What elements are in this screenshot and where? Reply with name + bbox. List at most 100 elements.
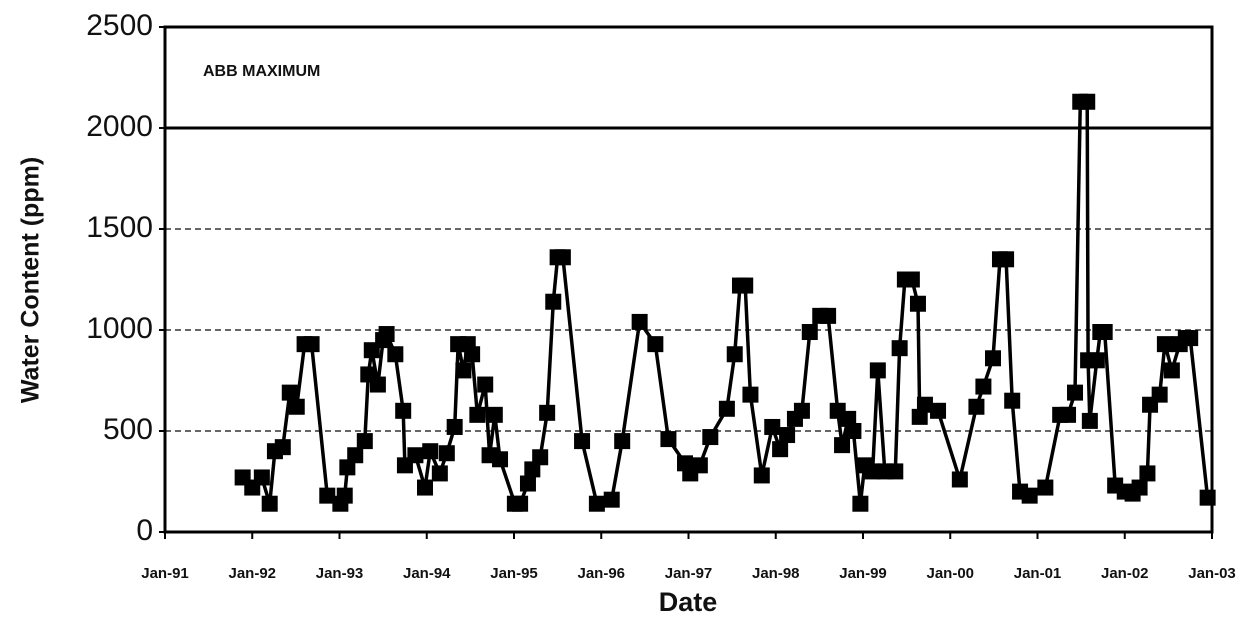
marker [887,463,904,480]
marker [469,406,486,423]
x-tick-label: Jan-95 [490,565,538,582]
y-axis-label: Water Content (ppm) [17,157,45,403]
y-tick-label: 2500 [86,9,153,42]
marker [261,495,278,512]
marker [1182,330,1199,347]
marker [1060,406,1077,423]
plot-frame [163,25,1214,534]
marker [742,386,759,403]
marker [486,406,503,423]
marker [968,398,985,415]
marker [1004,392,1021,409]
marker [660,431,677,448]
y-tick-label: 1000 [86,312,153,345]
marker [764,418,781,435]
marker [356,433,373,450]
marker [588,495,605,512]
marker [1081,412,1098,429]
marker [911,408,928,425]
data-line [241,99,1210,506]
marker [319,487,336,504]
marker [545,293,562,310]
marker [975,378,992,395]
marker [1131,479,1148,496]
marker [395,402,412,419]
x-tick-label: Jan-03 [1188,565,1236,582]
marker [840,410,857,427]
marker [1151,386,1168,403]
marker [519,475,536,492]
x-tick-label: Jan-98 [752,565,800,582]
marker [772,441,789,458]
y-tick-label: 0 [136,514,153,547]
marker [281,384,298,401]
marker [347,447,364,464]
marker [492,451,509,468]
marker [288,398,305,415]
marker [1021,487,1038,504]
marker [1156,336,1173,353]
x-tick-label: Jan-02 [1101,565,1149,582]
marker [726,346,743,363]
x-tick-label: Jan-96 [577,565,625,582]
y-tick-label: 2000 [86,110,153,143]
marker [274,439,291,456]
marker [512,495,529,512]
marker [438,445,455,462]
marker [339,459,356,476]
marker [631,313,648,330]
marker [909,295,926,312]
marker [1079,93,1096,110]
marker [916,396,933,413]
marker [1088,352,1105,369]
marker [303,336,320,353]
x-tick-label: Jan-01 [1014,565,1062,582]
marker [614,433,631,450]
marker [407,447,424,464]
marker [422,443,439,460]
marker [702,429,719,446]
marker [253,469,270,486]
x-tick-label: Jan-91 [141,565,189,582]
marker [737,277,754,294]
x-tick-label: Jan-92 [228,565,276,582]
marker [998,251,1015,268]
marker [554,249,571,266]
marker [801,324,818,341]
marker [532,449,549,466]
marker [985,350,1002,367]
marker [820,307,837,324]
marker [864,463,881,480]
marker [779,427,796,444]
marker [891,340,908,357]
x-tick-label: Jan-00 [926,565,974,582]
marker [378,326,395,343]
marker [1199,489,1216,506]
marker [930,402,947,419]
marker [1067,384,1084,401]
marker [431,465,448,482]
marker [387,346,404,363]
marker [477,376,494,393]
x-axis-label: Date [659,587,718,617]
marker [455,362,472,379]
marker [718,400,735,417]
marker [793,402,810,419]
marker [647,336,664,353]
marker [446,418,463,435]
marker [336,487,353,504]
x-tick-label: Jan-97 [665,565,713,582]
x-tick-label: Jan-99 [839,565,887,582]
marker [539,404,556,421]
marker [903,271,920,288]
reference-label: ABB MAXIMUM [203,63,320,80]
marker [1163,362,1180,379]
marker [852,495,869,512]
marker [753,467,770,484]
marker [1037,479,1054,496]
marker [369,376,386,393]
x-tick-label: Jan-93 [316,565,364,582]
marker [1096,324,1113,341]
marker [834,437,851,454]
